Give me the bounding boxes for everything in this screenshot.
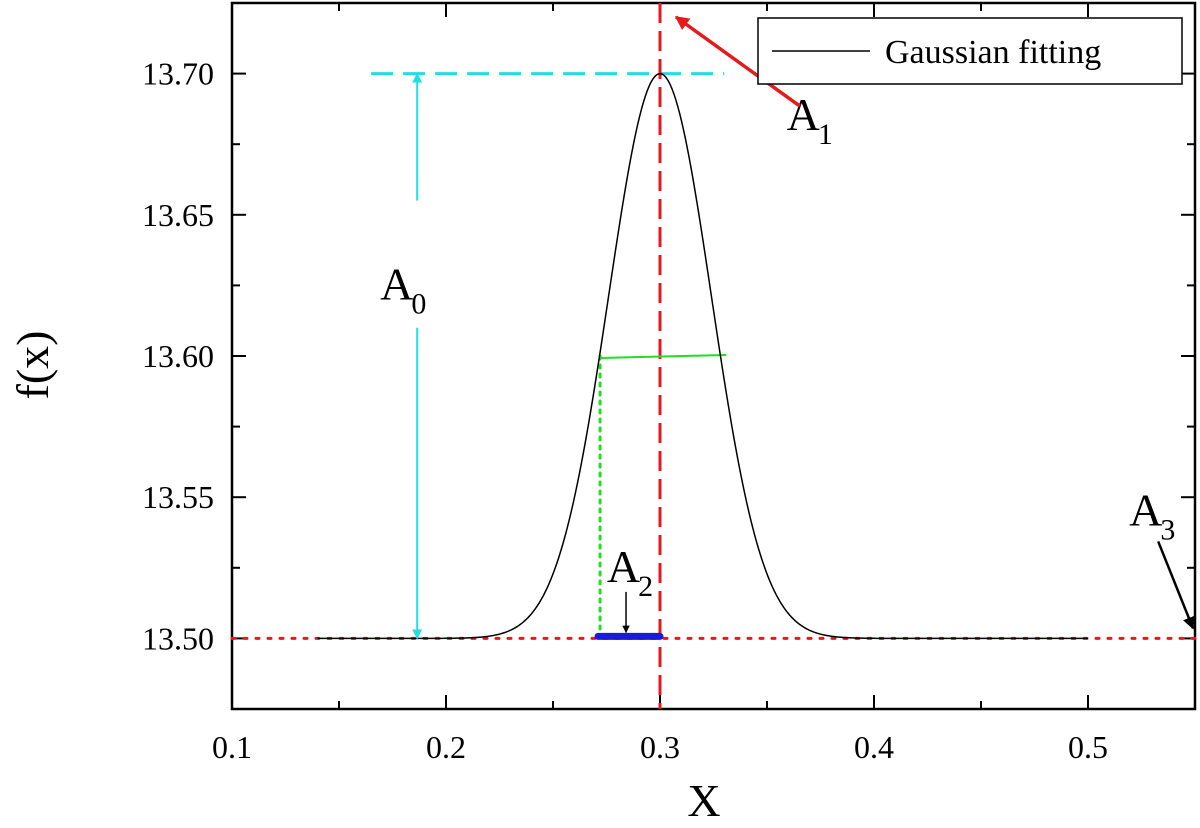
annotation-a3-subscript: 3 (1160, 513, 1175, 546)
reference-lines (230, 3, 1197, 709)
y-axis-title: f(x) (7, 331, 58, 400)
annotation-a0-subscript: 0 (411, 288, 426, 321)
annotation-a2: A2 (607, 541, 653, 603)
half-width-line (600, 354, 727, 359)
y-tick-labels: 13.50 13.55 13.60 13.65 13.70 (142, 56, 214, 657)
y-tick-label: 13.60 (142, 338, 214, 374)
legend: Gaussian fitting (757, 17, 1183, 85)
a1-arrow (674, 15, 801, 108)
x-tick-label: 0.1 (212, 729, 252, 765)
x-tick-labels: 0.1 0.2 0.3 0.4 0.5 (212, 729, 1108, 765)
annotation-a2-subscript: 2 (638, 570, 653, 603)
annotation-a0: A0 (380, 259, 426, 321)
annotation-a3: A3 (1129, 484, 1175, 546)
y-tick-label: 13.70 (142, 56, 214, 92)
annotation-a1-subscript: 1 (818, 118, 833, 151)
x-tick-label: 0.2 (426, 729, 466, 765)
x-tick-label: 0.3 (640, 729, 680, 765)
y-tick-label: 13.50 (142, 620, 214, 656)
gaussian-curve (317, 72, 1088, 640)
legend-label: Gaussian fitting (885, 34, 1101, 71)
x-tick-label: 0.5 (1068, 729, 1108, 765)
x-axis-title: X (687, 775, 720, 826)
annotation-a1: A1 (787, 89, 833, 151)
annotations: A0 A1 A2 A3 (380, 15, 1195, 640)
a3-arrow (1157, 540, 1195, 630)
y-tick-label: 13.65 (142, 197, 214, 233)
y-tick-label: 13.55 (142, 479, 214, 515)
x-tick-label: 0.4 (854, 729, 894, 765)
